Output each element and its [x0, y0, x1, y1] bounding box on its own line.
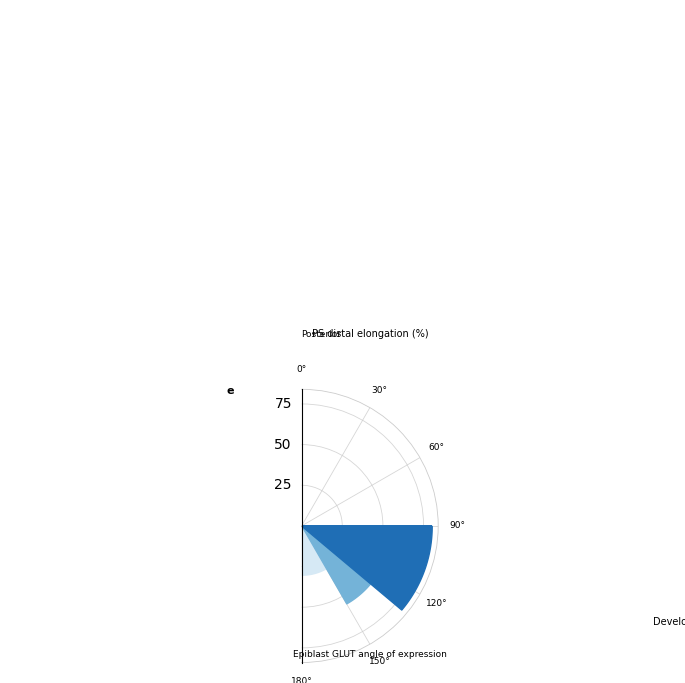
- Text: Posterior: Posterior: [301, 329, 342, 339]
- Legend: ES, MS, LS: ES, MS, LS: [649, 613, 685, 671]
- Text: Epiblast GLUT angle of expression: Epiblast GLUT angle of expression: [293, 650, 447, 659]
- Text: e: e: [226, 386, 234, 396]
- Title: PS distal elongation (%): PS distal elongation (%): [312, 329, 428, 339]
